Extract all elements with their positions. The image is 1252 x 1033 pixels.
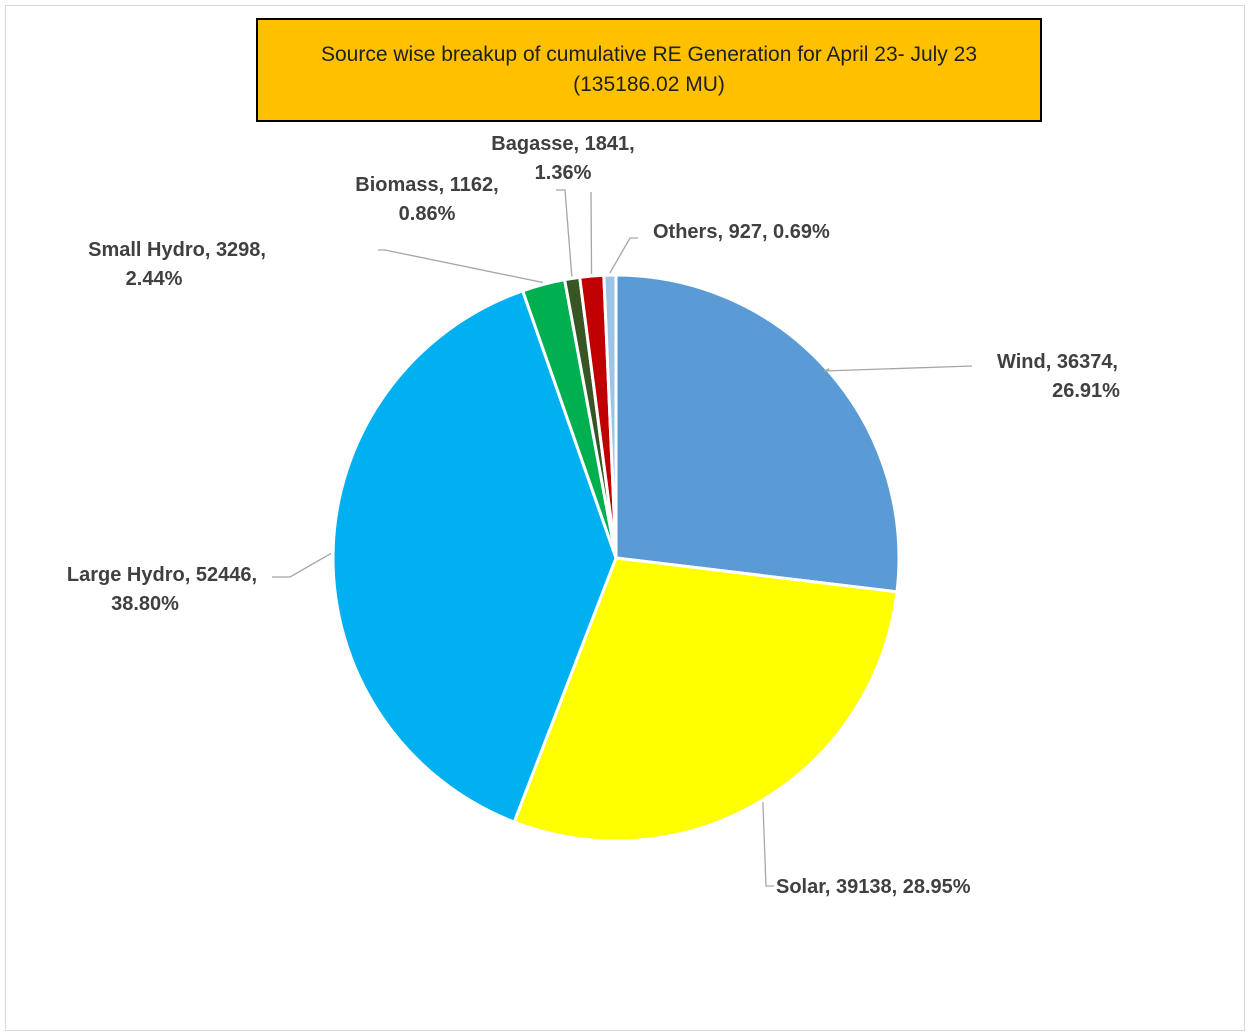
leader-line [763, 802, 774, 886]
data-label-others: Others, 927, 0.69% [653, 221, 830, 243]
data-label-large-hydro: Large Hydro, 52446, 38.80% [67, 564, 257, 615]
leader-line [591, 192, 592, 274]
data-label-bagasse: Bagasse, 1841, 1.36% [491, 133, 634, 184]
leader-line [378, 250, 543, 283]
leader-line [610, 238, 638, 273]
leader-line [824, 366, 972, 371]
leader-line [272, 553, 331, 577]
data-label-small-hydro: Small Hydro, 3298, 2.44% [88, 239, 266, 290]
data-label-wind: Wind, 36374, 26.91% [997, 351, 1120, 402]
pie-slice-wind [616, 275, 899, 592]
data-label-biomass: Biomass, 1162, 0.86% [355, 174, 498, 225]
leader-line [556, 190, 572, 276]
data-label-solar: Solar, 39138, 28.95% [776, 876, 971, 898]
